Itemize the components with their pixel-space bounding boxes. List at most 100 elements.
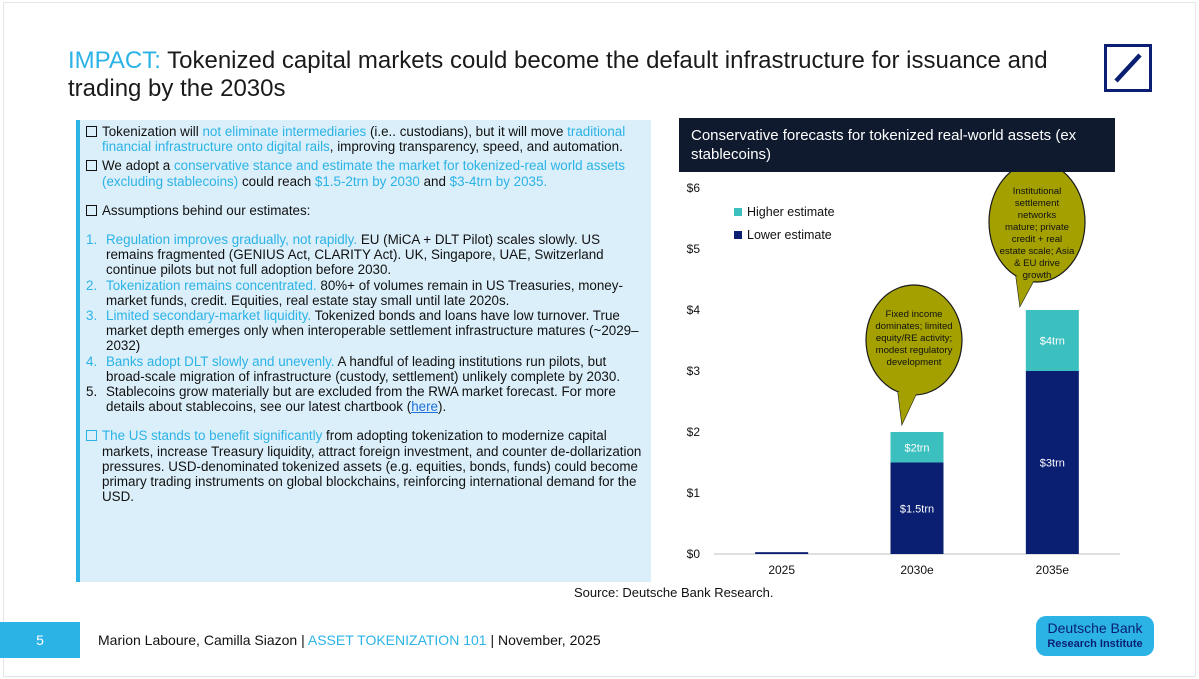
highlight-span: Tokenization remains concentrated. [106,277,317,293]
bar-segment [1025,310,1079,371]
callout-bubble [988,172,1086,283]
badge-line2: Research Institute [1047,638,1143,650]
footer-series: ASSET TOKENIZATION 101 [307,632,487,648]
page-number: 5 [0,622,80,658]
text-span: from adopting tokenization to modernize … [102,428,642,505]
callout-tail-fill [1016,276,1034,306]
y-tick-label: $4 [687,303,701,317]
bar-data-label: $3trn [1040,458,1065,470]
text-span: Tokenization will [102,124,203,139]
callout-text-line: development [887,357,942,368]
legend-swatch [734,231,742,239]
page-title: IMPACT: Tokenized capital markets could … [68,47,1048,103]
y-tick-label: $1 [687,486,701,500]
text-span: , improving transparency, speed, and aut… [329,139,623,155]
x-tick-label: 2025 [768,563,795,577]
text-span: 80%+ of volumes remain in US Treasuries,… [106,277,623,308]
list-number: 1. [86,232,98,248]
title-text: Tokenized capital markets could become t… [68,47,1048,102]
text-span: could reach [238,173,315,189]
callout-text-line: estate scale; Asia [1000,246,1075,257]
footer-text: Marion Laboure, Camilla Siazon | ASSET T… [98,632,601,648]
highlight-span: not eliminate intermediaries [202,124,367,139]
deutsche-bank-logo [1104,44,1152,92]
list-number: 4. [86,353,98,369]
text-span: EU (MiCA + DLT Pilot) scales slowly. US … [106,232,604,278]
list-item: 5. Stablecoins grow materially but are e… [86,384,648,414]
highlight-span: conservative stance and estimate the mar… [102,158,626,189]
callout-text-line: mature; private [1005,222,1069,233]
text-span: (i.e.. custodians), but it will move [366,124,568,139]
checkbox-bullet-icon [86,204,97,216]
bullet-us-benefit: The US stands to benefit significantly f… [86,428,648,504]
text-panel: Tokenization will not eliminate intermed… [76,120,651,582]
bar-data-label: $4trn [1040,336,1065,348]
text-span: ). [438,399,447,415]
text-span: Tokenized bonds and loans have low turno… [106,308,639,354]
callout-text-line: dominates; limited [875,321,952,332]
bullet-assumptions: Assumptions behind our estimates: [86,203,648,218]
callout-text-line: & EU drive [1014,258,1060,269]
callout-text-line: modest regulatory [876,345,953,356]
list-number: 2. [86,277,98,293]
text-span: Stablecoins grow materially but are excl… [106,384,616,415]
deutsche-bank-research-badge: Deutsche Bank Research Institute [1036,616,1154,656]
badge-line1: Deutsche Bank [1047,620,1143,636]
highlight-span: $1.5-2trn by 2030 [314,173,420,189]
bar-data-label: $2trn [904,442,929,454]
checkbox-bullet-icon [86,430,97,442]
y-tick-label: $6 [687,181,701,195]
list-item: 1. Regulation improves gradually, not ra… [86,232,648,278]
bar-segment [755,552,809,554]
y-tick-label: $2 [687,425,701,439]
slide-frame [3,2,1196,677]
legend-label: Lower estimate [747,228,832,242]
footer-date: | November, 2025 [486,632,601,648]
callout-text-line: settlement [1015,198,1060,209]
list-item: 3. Limited secondary-market liquidity. T… [86,308,648,354]
bar-segment [890,432,944,463]
bar-data-label: $1.5trn [900,503,934,515]
bar-segment [890,462,944,554]
list-number: 5. [86,384,98,400]
bullet-intermediaries: Tokenization will not eliminate intermed… [86,124,648,154]
list-item: 2. Tokenization remains concentrated. 80… [86,278,648,308]
list-item: 4. Banks adopt DLT slowly and unevenly. … [86,354,648,384]
highlight-span: $3-4trn by 2035. [449,173,548,189]
bullet-conservative-stance: We adopt a conservative stance and estim… [86,158,648,189]
highlight-span: Limited secondary-market liquidity. [106,308,312,324]
text-span: We adopt a [102,158,174,174]
bar-segment [1025,371,1079,554]
text-span: A handful of leading institutions run pi… [106,353,621,384]
y-tick-label: $0 [687,547,701,561]
callout-text-line: credit + real [1012,234,1062,245]
checkbox-bullet-icon [86,126,97,137]
y-tick-label: $5 [687,242,701,256]
chart-header: Conservative forecasts for tokenized rea… [679,118,1115,172]
checkbox-bullet-icon [86,160,97,172]
callout-tail-fill [898,390,918,424]
y-tick-label: $3 [687,364,701,378]
highlight-span: Regulation improves gradually, not rapid… [106,232,358,248]
assumptions-heading: Assumptions behind our estimates: [102,202,311,218]
legend-swatch [734,208,742,216]
legend-label: Higher estimate [747,205,835,219]
stacked-bar-chart: $0 $1 $2 $3 $4 $5 $6 2025 $1.5trn $2trn 2030e $3trn… [687,172,1120,577]
chartbook-link[interactable]: here [411,399,438,415]
title-accent: IMPACT: [68,47,161,74]
callout-text-line: Fixed income [885,309,942,320]
text-span: and [419,173,450,189]
source-note: Source: Deutsche Bank Research. [574,585,774,600]
highlight-span: The US stands to benefit significantly [102,428,323,444]
highlight-span: traditional financial infrastructure ont… [102,124,626,155]
highlight-span: Banks adopt DLT slowly and unevenly. [106,353,335,369]
callout-text-line: equity/RE activity; [876,333,952,344]
callout-text-line: Institutional [1013,186,1062,197]
x-tick-label: 2030e [900,563,934,577]
callout-text-line: growth [1023,270,1052,281]
x-tick-label: 2035e [1036,563,1070,577]
logo-slash-icon [1114,53,1142,83]
footer-authors: Marion Laboure, Camilla Siazon | [98,632,308,648]
callout-text-line: networks [1018,210,1057,221]
